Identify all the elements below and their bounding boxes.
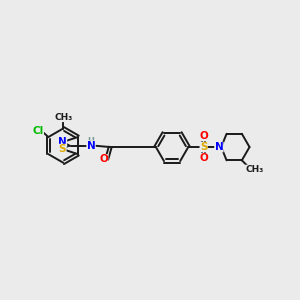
Text: N: N — [87, 141, 95, 151]
Text: N: N — [214, 142, 223, 152]
Text: H: H — [88, 137, 94, 146]
Text: CH₃: CH₃ — [245, 165, 264, 174]
Text: Cl: Cl — [32, 126, 44, 136]
Text: S: S — [59, 144, 66, 154]
Text: O: O — [99, 154, 108, 164]
Text: CH₃: CH₃ — [54, 113, 72, 122]
Text: O: O — [199, 131, 208, 141]
Text: O: O — [199, 153, 208, 163]
Text: N: N — [58, 137, 67, 147]
Text: S: S — [200, 142, 207, 152]
